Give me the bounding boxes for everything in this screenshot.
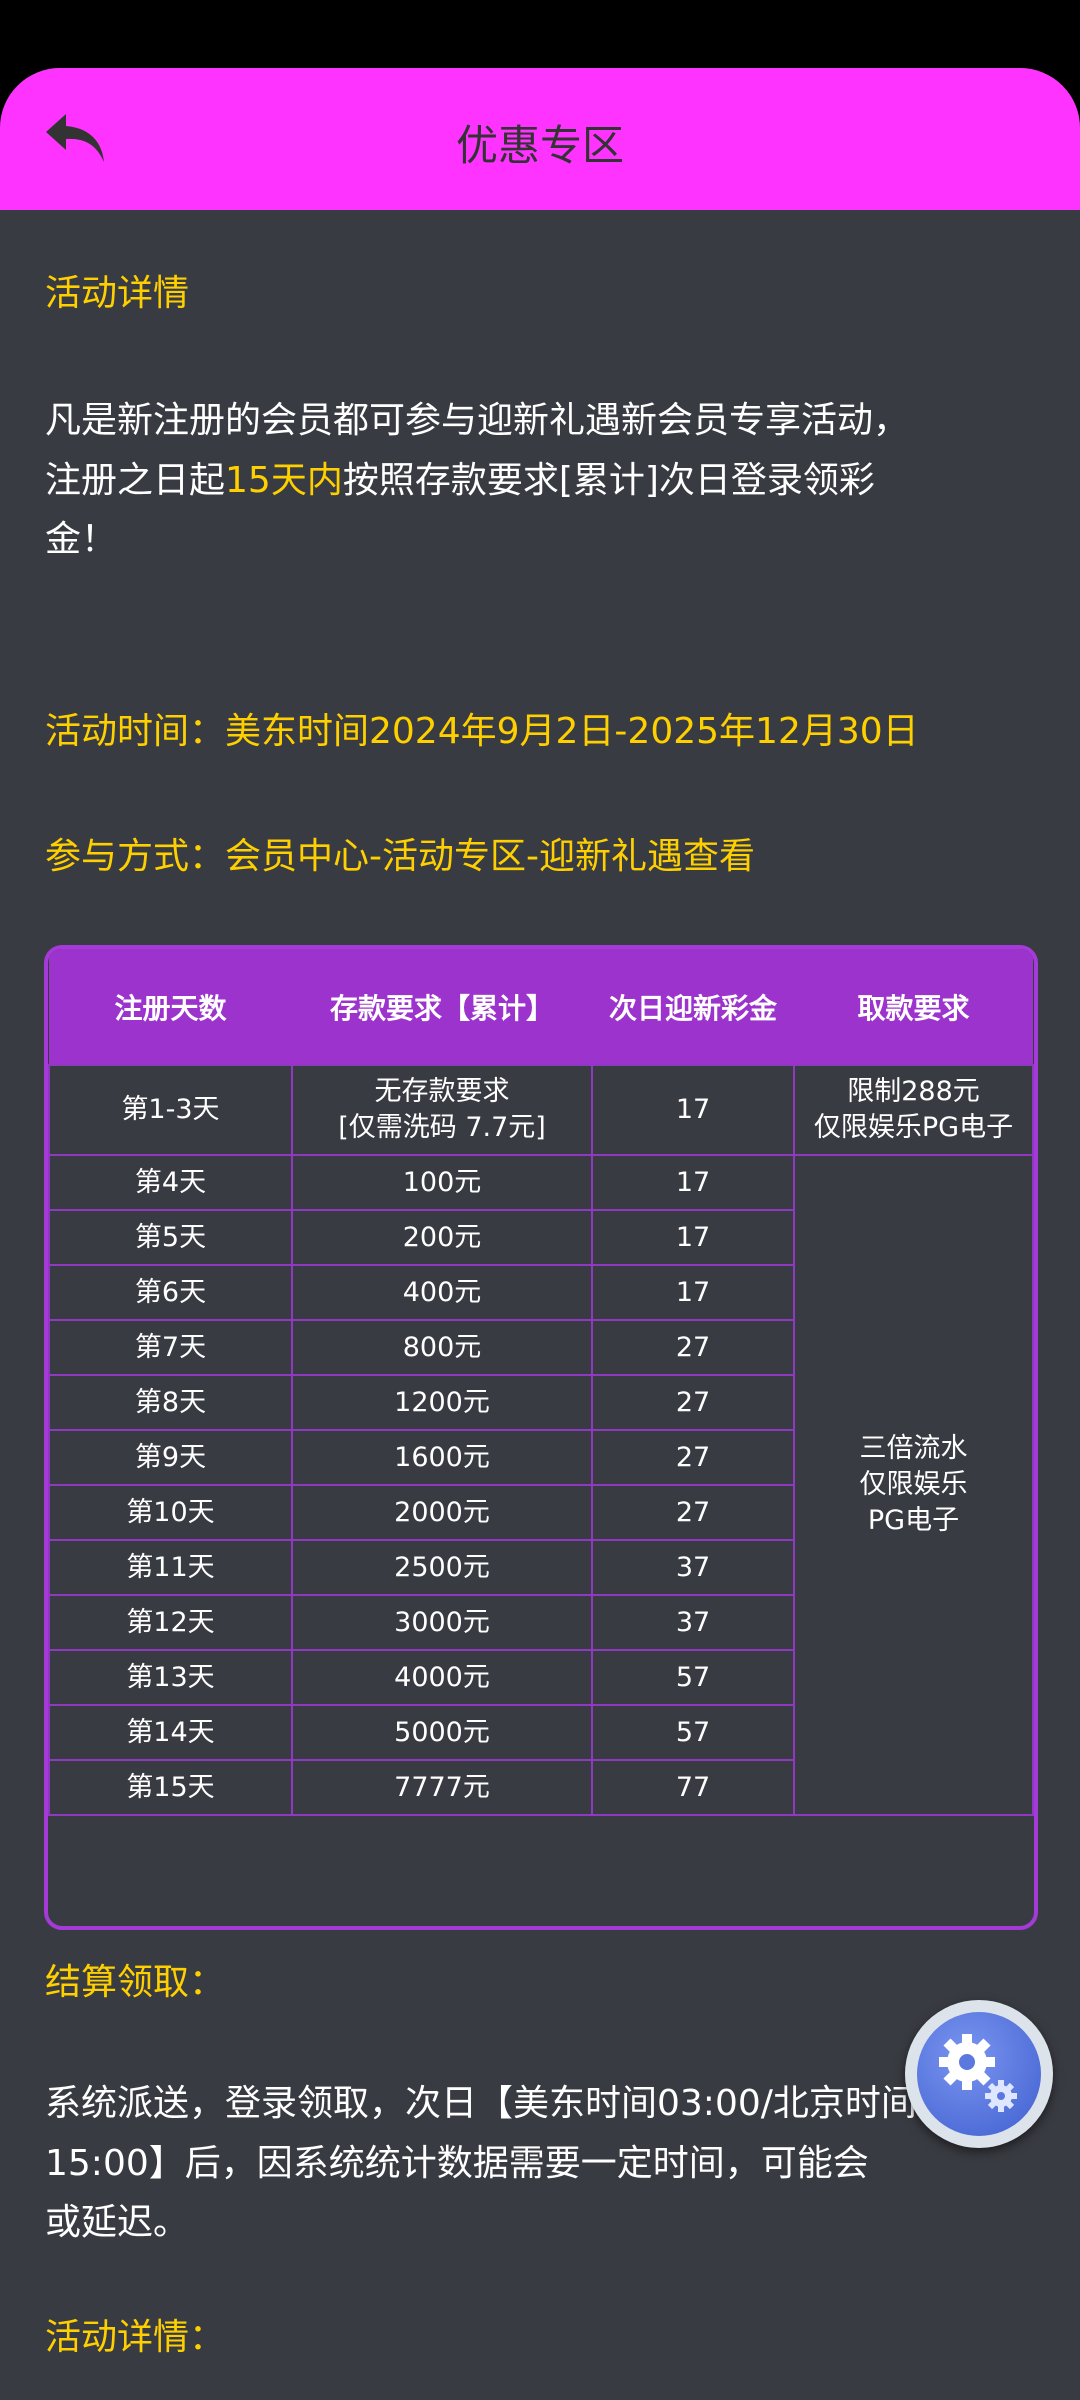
day-cell: 第1-3天 [48, 1064, 293, 1156]
deposit-line: [仅需洗码 7.7元] [338, 1112, 546, 1143]
intro-text: 凡是新注册的会员都可参与迎新礼遇新会员专享活动， [45, 400, 910, 441]
column-header: 次日迎新彩金 [592, 949, 794, 1065]
bonus-cell: 57 [591, 1649, 795, 1706]
deposit-cell: 400元 [291, 1264, 593, 1321]
deposit-cell: 800元 [291, 1319, 593, 1376]
table-row: 第1-3天 无存款要求 [仅需洗码 7.7元] 17 限制288元仅限娱乐PG电子 [48, 1064, 1034, 1156]
table-row: 第5天 200元 17 [48, 1209, 1033, 1266]
bonus-cell: 17 [591, 1064, 795, 1156]
bonus-table: 注册天数 存款要求【累计】 次日迎新彩金 取款要求 第1-3天 无存款要求 [仅需… [44, 945, 1038, 1930]
day-cell: 第15天 [48, 1759, 293, 1816]
settlement-text: 15:00】后，因系统统计数据需要一定时间，可能会 [45, 2143, 869, 2184]
day-cell: 第5天 [48, 1209, 293, 1266]
table-row: 第15天 7777元 77 [48, 1759, 1033, 1816]
settlement-title: 结算领取： [45, 1962, 226, 2003]
bonus-cell: 17 [591, 1154, 795, 1211]
table-row: 第14天 5000元 57 [48, 1704, 1033, 1761]
table-header: 注册天数 存款要求【累计】 次日迎新彩金 取款要求 [49, 949, 1033, 1065]
table-row: 第9天 1600元 27 [48, 1429, 1033, 1486]
withdraw-line: 仅限娱乐 [859, 1469, 968, 1500]
bonus-cell: 77 [591, 1759, 795, 1816]
header: 优惠专区 [0, 68, 1080, 210]
deposit-cell: 2000元 [291, 1484, 593, 1541]
deposit-cell: 1200元 [291, 1374, 593, 1431]
deposit-line: 无存款要求 [374, 1076, 510, 1107]
bonus-cell: 27 [591, 1484, 795, 1541]
table-row: 第8天 1200元 27 [48, 1374, 1033, 1431]
deposit-cell: 200元 [291, 1209, 593, 1266]
deposit-cell: 无存款要求 [仅需洗码 7.7元] [291, 1064, 593, 1156]
day-cell: 第4天 [48, 1154, 293, 1211]
deposit-cell: 7777元 [291, 1759, 593, 1816]
withdraw-cell: 限制288元仅限娱乐PG电子 [793, 1064, 1034, 1156]
bonus-cell: 17 [591, 1264, 795, 1321]
intro-highlight: 15天内 [225, 460, 343, 501]
bonus-cell: 27 [591, 1429, 795, 1486]
back-arrow-icon [46, 114, 104, 162]
page: 优惠专区 活动详情 凡是新注册的会员都可参与迎新礼遇新会员专享活动， 注册之日起… [0, 68, 1080, 2400]
settlement-text: 或延迟。 [45, 2202, 190, 2243]
day-cell: 第12天 [48, 1594, 293, 1651]
back-button[interactable] [44, 110, 110, 170]
section-title: 活动详情 [45, 273, 190, 314]
intro-text: 注册之日起15天内按照存款要求[累计]次日登录领彩 [45, 451, 875, 503]
day-cell: 第11天 [48, 1539, 293, 1596]
deposit-cell: 2500元 [291, 1539, 593, 1596]
table-row: 第6天 400元 17 [48, 1264, 1033, 1321]
day-cell: 第6天 [48, 1264, 293, 1321]
page-title: 优惠专区 [455, 121, 624, 170]
day-cell: 第9天 [48, 1429, 293, 1486]
withdraw-line: 限制288元 [847, 1076, 980, 1107]
gears-icon [939, 2034, 1017, 2112]
table-row: 第10天 2000元 27 [48, 1484, 1033, 1541]
withdraw-cell-merged: 三倍流水仅限娱乐 PG电子 [793, 1154, 1034, 1816]
settlement-text: 系统派送，登录领取，次日【美东时间03:00/北京时间 [45, 2083, 917, 2124]
column-header: 注册天数 [49, 949, 292, 1065]
column-header: 取款要求 [794, 949, 1033, 1065]
intro-text-part: 按照存款要求[累计]次日登录领彩 [342, 460, 875, 501]
intro-text-part: 注册之日起 [45, 460, 226, 501]
withdraw-line: PG电子 [867, 1505, 960, 1536]
deposit-cell: 3000元 [291, 1594, 593, 1651]
day-cell: 第10天 [48, 1484, 293, 1541]
day-cell: 第13天 [48, 1649, 293, 1706]
bonus-cell: 27 [591, 1319, 795, 1376]
participation-method: 参与方式：会员中心-活动专区-迎新礼遇查看 [45, 836, 755, 877]
deposit-cell: 5000元 [291, 1704, 593, 1761]
intro-text: 金！ [45, 519, 118, 560]
deposit-cell: 1600元 [291, 1429, 593, 1486]
bonus-cell: 37 [591, 1539, 795, 1596]
table-row: 第11天 2500元 37 [48, 1539, 1033, 1596]
table-row: 第12天 3000元 37 [48, 1594, 1033, 1651]
day-cell: 第8天 [48, 1374, 293, 1431]
withdraw-line: 仅限娱乐PG电子 [813, 1112, 1014, 1143]
section-title: 活动详情： [45, 2317, 226, 2358]
table-row: 第4天 100元 17 三倍流水 仅限娱乐 PG电子 [48, 1154, 1034, 1816]
bonus-cell: 57 [591, 1704, 795, 1761]
table-row: 第7天 800元 27 [48, 1319, 1033, 1376]
bonus-cell: 27 [591, 1374, 795, 1431]
withdraw-line: 三倍流水 [859, 1433, 968, 1464]
deposit-cell: 4000元 [291, 1649, 593, 1706]
column-header: 存款要求【累计】 [292, 949, 592, 1065]
bonus-cell: 17 [591, 1209, 795, 1266]
bonus-cell: 37 [591, 1594, 795, 1651]
table-row: 第13天 4000元 57 [48, 1649, 1033, 1706]
day-cell: 第7天 [48, 1319, 293, 1376]
activity-time: 活动时间：美东时间2024年9月2日-2025年12月30日 [45, 711, 919, 752]
day-cell: 第14天 [48, 1704, 293, 1761]
deposit-cell: 100元 [291, 1154, 593, 1211]
floating-settings-button[interactable] [905, 2000, 1053, 2148]
